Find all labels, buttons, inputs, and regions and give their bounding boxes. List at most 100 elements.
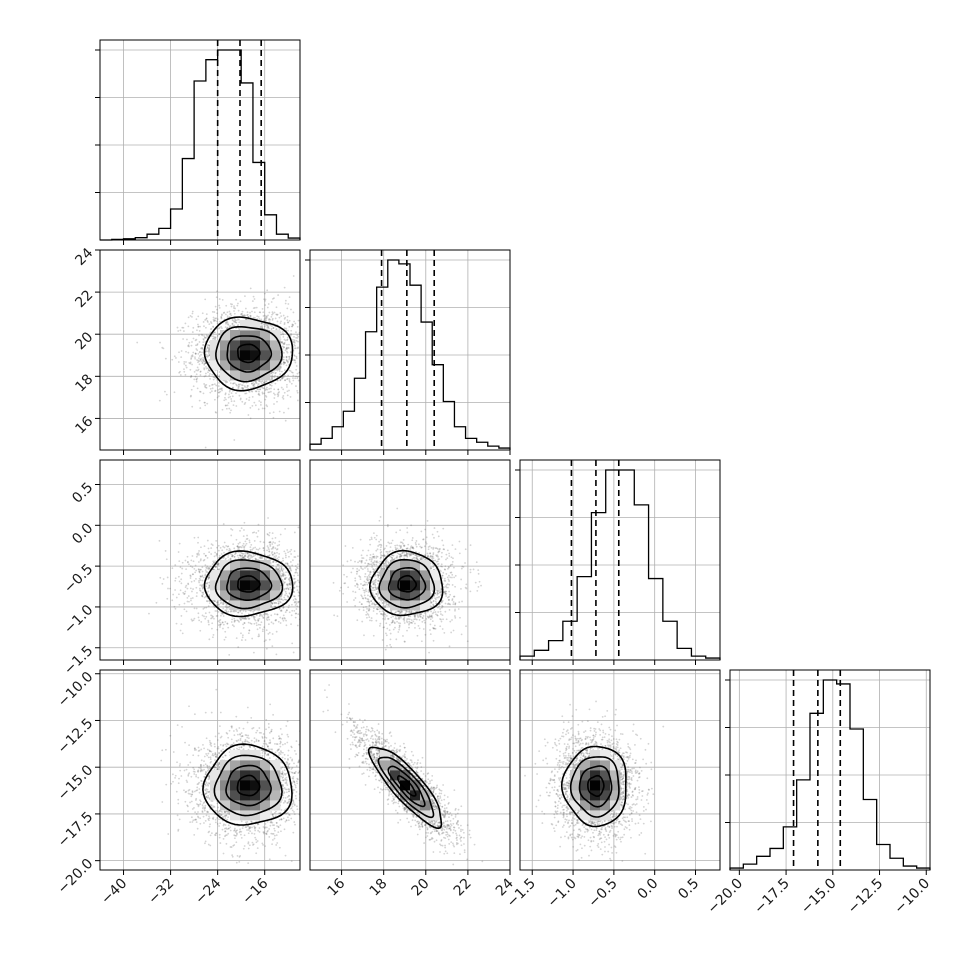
scatter-point (220, 623, 222, 625)
scatter-point (271, 325, 273, 327)
scatter-point (282, 376, 285, 378)
scatter-point (259, 404, 262, 406)
scatter-point (200, 584, 203, 587)
scatter-point (180, 623, 183, 626)
scatter-point (194, 352, 197, 355)
scatter-point (271, 371, 274, 373)
scatter-point (293, 583, 296, 585)
scatter-point (269, 383, 271, 386)
scatter-point (208, 567, 210, 569)
scatter-point (279, 609, 282, 612)
scatter-point (203, 383, 206, 385)
scatter-point (183, 361, 186, 363)
scatter-point (233, 312, 236, 315)
scatter-point (293, 595, 295, 598)
scatter-point (196, 344, 199, 346)
scatter-point (203, 606, 206, 609)
scatter-point (201, 584, 204, 586)
scatter-point (184, 559, 187, 562)
scatter-point (199, 371, 202, 373)
scatter-point (251, 637, 254, 640)
scatter-point (273, 393, 276, 396)
scatter-point (234, 552, 237, 554)
scatter-point (291, 323, 294, 326)
scatter-point (264, 323, 267, 326)
scatter-point (255, 390, 258, 393)
scatter-point (289, 568, 292, 571)
scatter-point (241, 557, 244, 560)
scatter-point (284, 574, 287, 577)
scatter-point (277, 620, 280, 623)
scatter-point (284, 611, 287, 614)
scatter-point (243, 552, 245, 555)
scatter-point (319, 371, 321, 373)
scatter-point (260, 614, 263, 616)
scatter-point (266, 549, 268, 552)
scatter-point (281, 570, 284, 572)
scatter-point (324, 339, 326, 341)
scatter-point (249, 316, 252, 318)
scatter-point (204, 617, 207, 620)
scatter-point (253, 298, 256, 300)
scatter-point (197, 315, 200, 318)
scatter-point (204, 319, 207, 321)
scatter-point (304, 545, 306, 547)
scatter-point (295, 355, 298, 358)
scatter-point (211, 615, 214, 617)
scatter-point (183, 362, 186, 365)
scatter-point (272, 622, 275, 625)
scatter-point (221, 313, 223, 316)
scatter-point (218, 333, 221, 335)
scatter-point (208, 323, 211, 326)
scatter-point (236, 384, 238, 387)
scatter-point (276, 567, 278, 570)
scatter-point (280, 575, 283, 577)
scatter-point (311, 349, 313, 351)
scatter-point (291, 371, 294, 374)
scatter-point (253, 383, 255, 386)
scatter-point (224, 326, 227, 329)
scatter-point (195, 380, 198, 383)
scatter-point (293, 359, 296, 362)
scatter-point (257, 619, 260, 622)
scatter-point (191, 620, 194, 622)
scatter-point (198, 355, 201, 357)
scatter-point (192, 619, 195, 622)
scatter-point (223, 638, 226, 641)
scatter-point (191, 597, 194, 599)
scatter-point (190, 375, 193, 378)
scatter-point (286, 377, 289, 380)
scatter-point (229, 312, 232, 315)
density-cell (260, 330, 271, 341)
scatter-point (283, 369, 286, 372)
scatter-point (211, 617, 214, 619)
panel-frame (99, 39, 301, 241)
scatter-point (266, 405, 269, 408)
scatter-point (187, 560, 189, 563)
scatter-point (233, 547, 236, 550)
scatter-point (267, 623, 270, 626)
scatter-point (225, 606, 228, 609)
scatter-point (228, 390, 231, 393)
scatter-point (213, 561, 216, 564)
scatter-point (191, 312, 194, 315)
scatter-point (241, 312, 243, 315)
scatter-point (218, 304, 221, 307)
scatter-point (291, 603, 293, 606)
scatter-point (219, 387, 222, 390)
scatter-point (290, 553, 293, 555)
scatter-point (208, 354, 210, 357)
panel-frame (519, 459, 721, 661)
scatter-point (312, 334, 314, 336)
scatter-point (223, 311, 226, 314)
scatter-point (250, 623, 253, 625)
scatter-point (283, 358, 285, 361)
scatter-point (208, 593, 211, 596)
scatter-point (285, 587, 288, 590)
scatter-point (266, 315, 268, 318)
scatter-point (273, 613, 276, 616)
scatter-point (191, 363, 193, 366)
scatter-point (255, 624, 258, 627)
scatter-point (174, 577, 177, 580)
scatter-point (268, 534, 271, 537)
